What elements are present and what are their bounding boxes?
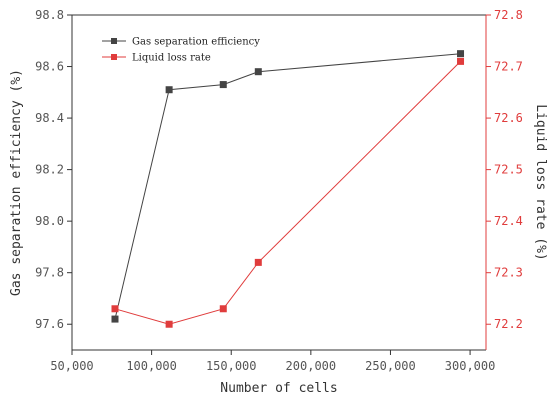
liquid-loss-rate-point xyxy=(219,305,227,313)
x-tick-label: 250,000 xyxy=(365,359,416,373)
gas-separation-efficiency-line xyxy=(114,53,461,320)
right-y-tick-label: 72.5 xyxy=(494,163,523,177)
gas-separation-efficiency-legend-marker xyxy=(111,38,117,44)
x-tick-label: 100,000 xyxy=(126,359,177,373)
liquid-loss-rate-legend-marker xyxy=(111,54,117,60)
left-y-tick-label: 97.8 xyxy=(35,266,64,280)
right-y-axis-title: Liquid loss rate (%) xyxy=(533,104,548,261)
series xyxy=(111,50,465,328)
left-y-tick-label: 98.4 xyxy=(35,111,64,125)
gas-separation-efficiency-point xyxy=(111,315,119,323)
liquid-loss-rate-point xyxy=(111,305,119,313)
right-y-tick-label: 72.3 xyxy=(494,266,523,280)
gas-separation-efficiency-point xyxy=(254,68,262,76)
ticks: 50,000 100,000 150,000 200,000 250,000 300,00… xyxy=(35,8,523,373)
right-y-tick-label: 72.8 xyxy=(494,8,523,22)
legend: Gas separation efficiency Liquid loss rat… xyxy=(102,37,260,64)
right-y-tick-label: 72.2 xyxy=(494,317,523,331)
left-y-tick-label: 98.0 xyxy=(35,214,64,228)
gas-separation-efficiency-point xyxy=(165,86,173,94)
legend-entry-label: Gas separation efficiency xyxy=(132,37,260,48)
liquid-loss-rate-point xyxy=(254,258,262,266)
left-y-tick-label: 98.6 xyxy=(35,60,64,74)
right-y-tick-label: 72.6 xyxy=(494,111,523,125)
x-tick-label: 200,000 xyxy=(286,359,337,373)
x-tick-label: 300,000 xyxy=(445,359,496,373)
x-tick-label: 50,000 xyxy=(50,359,93,373)
x-tick-label: 150,000 xyxy=(206,359,257,373)
left-y-tick-label: 98.8 xyxy=(35,8,64,22)
left-y-tick-label: 97.6 xyxy=(35,317,64,331)
right-y-tick-label: 72.4 xyxy=(494,214,523,228)
x-axis-title: Number of cells xyxy=(220,381,337,396)
axes xyxy=(71,14,487,351)
liquid-loss-rate-point xyxy=(457,57,465,65)
left-y-axis-title: Gas separation efficiency (%) xyxy=(9,69,24,296)
legend-entry-label: Liquid loss rate xyxy=(132,53,211,64)
gas-separation-efficiency-point xyxy=(457,50,465,58)
right-y-tick-label: 72.7 xyxy=(494,60,523,74)
gas-separation-efficiency-point xyxy=(219,81,227,89)
liquid-loss-rate-point xyxy=(165,320,173,328)
left-y-tick-label: 98.2 xyxy=(35,163,64,177)
